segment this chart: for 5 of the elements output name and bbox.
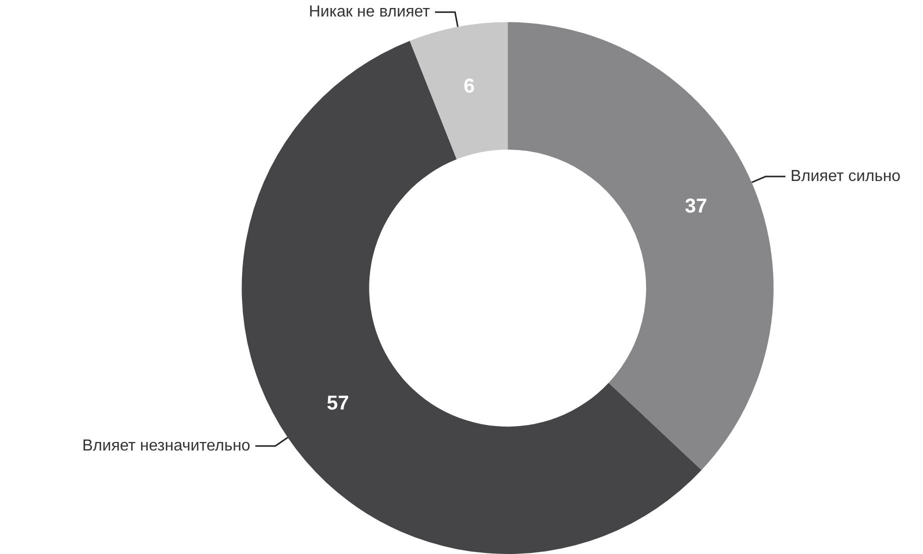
slice-label: Влияет сильно [790, 168, 901, 186]
slice-label: Влияет незначительно [82, 437, 250, 454]
data-label: 57 [326, 392, 350, 414]
data-label: 37 [684, 196, 708, 218]
slice-label: Никак не влияет [308, 4, 431, 21]
